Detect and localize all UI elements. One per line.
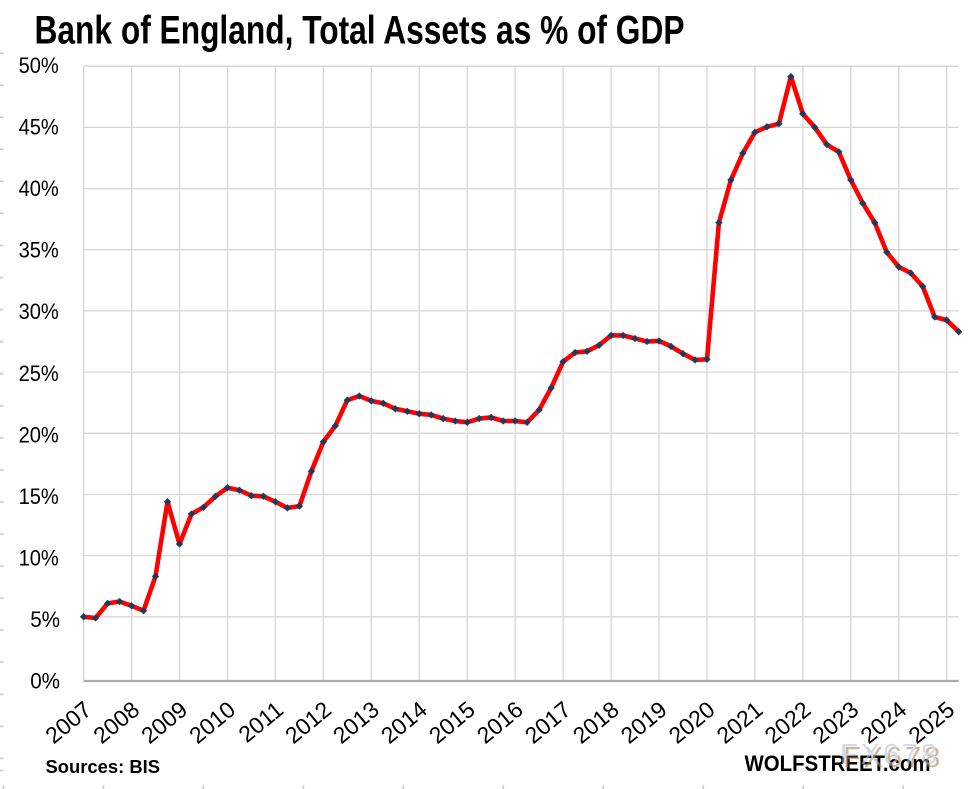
svg-text:35%: 35%	[19, 238, 59, 263]
svg-text:40%: 40%	[19, 176, 59, 201]
svg-text:WOLFSTREET.com: WOLFSTREET.com	[745, 751, 931, 776]
svg-text:25%: 25%	[19, 361, 59, 386]
svg-text:FX678: FX678	[840, 739, 940, 771]
svg-text:0%: 0%	[30, 669, 60, 694]
svg-text:45%: 45%	[19, 115, 59, 140]
svg-text:5%: 5%	[30, 607, 60, 632]
svg-text:30%: 30%	[19, 299, 59, 324]
svg-text:20%: 20%	[19, 422, 59, 447]
svg-text:Sources: BIS: Sources: BIS	[46, 756, 161, 777]
svg-text:FX678: FX678	[843, 742, 943, 774]
svg-text:10%: 10%	[19, 545, 59, 570]
svg-text:50%: 50%	[19, 53, 59, 78]
svg-text:15%: 15%	[19, 484, 59, 509]
svg-text:Bank of England, Total Assets: Bank of England, Total Assets as % of GD…	[35, 9, 685, 53]
